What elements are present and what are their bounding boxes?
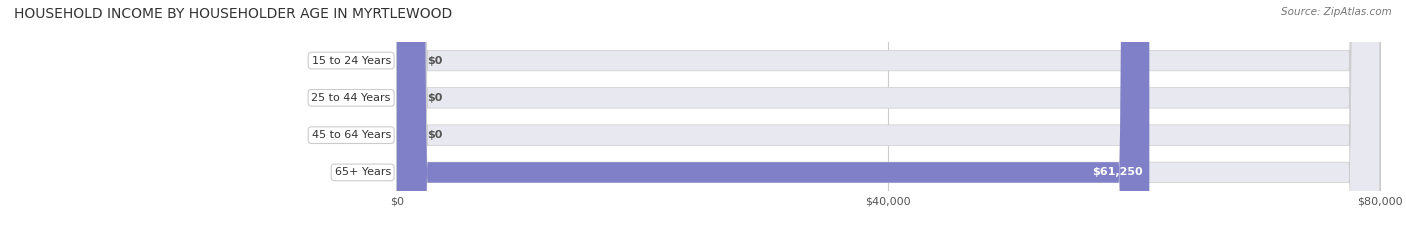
FancyBboxPatch shape xyxy=(396,0,1379,233)
Text: 15 to 24 Years: 15 to 24 Years xyxy=(312,56,391,65)
FancyBboxPatch shape xyxy=(396,0,422,233)
FancyBboxPatch shape xyxy=(396,0,422,233)
FancyBboxPatch shape xyxy=(396,0,422,233)
FancyBboxPatch shape xyxy=(396,0,1149,233)
FancyBboxPatch shape xyxy=(396,0,1379,233)
Text: HOUSEHOLD INCOME BY HOUSEHOLDER AGE IN MYRTLEWOOD: HOUSEHOLD INCOME BY HOUSEHOLDER AGE IN M… xyxy=(14,7,453,21)
Text: $61,250: $61,250 xyxy=(1092,168,1143,177)
Text: 65+ Years: 65+ Years xyxy=(335,168,391,177)
Text: $0: $0 xyxy=(427,93,443,103)
FancyBboxPatch shape xyxy=(396,0,1379,233)
Text: $0: $0 xyxy=(427,130,443,140)
Text: $0: $0 xyxy=(427,56,443,65)
Text: 25 to 44 Years: 25 to 44 Years xyxy=(311,93,391,103)
Text: 45 to 64 Years: 45 to 64 Years xyxy=(312,130,391,140)
Text: Source: ZipAtlas.com: Source: ZipAtlas.com xyxy=(1281,7,1392,17)
FancyBboxPatch shape xyxy=(396,0,1379,233)
